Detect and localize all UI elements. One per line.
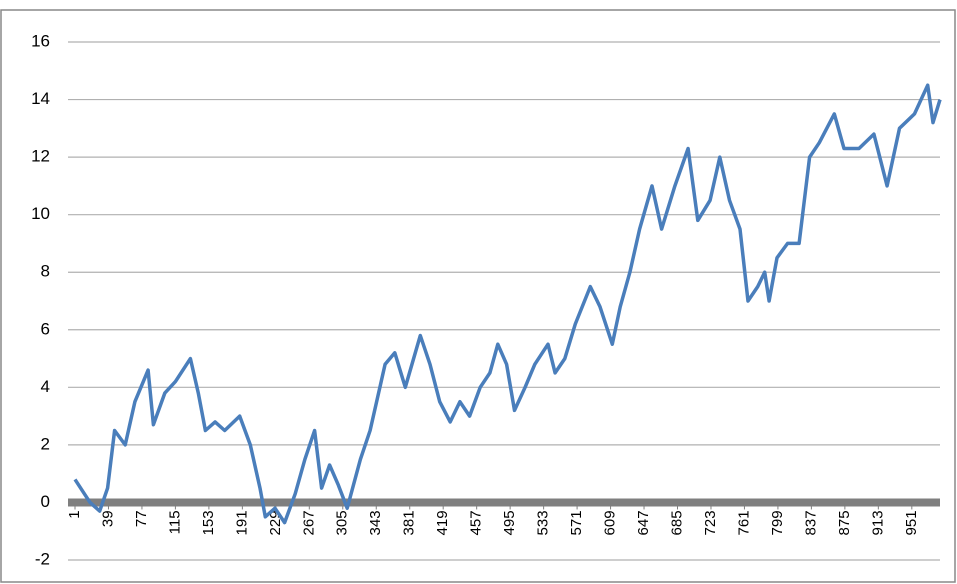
chart-frame [0,9,956,583]
y-tick-label: 4 [41,377,50,396]
x-tick-label: 343 [367,510,384,535]
data-line [73,83,942,525]
y-tick-label: 14 [31,89,50,108]
x-tick-label: 723 [702,510,719,535]
x-tick-label: 191 [233,510,250,535]
x-tick-label: 951 [903,510,920,535]
x-tick-label: 799 [769,510,786,535]
x-tick-label: 647 [635,510,652,535]
x-tick-label: 153 [200,510,217,535]
x-tick-label: 495 [501,510,518,535]
y-tick-label: 8 [41,262,50,281]
y-tick-label: 6 [41,319,50,338]
x-tick-label: 685 [668,510,685,535]
x-tick-label: 381 [401,510,418,535]
y-tick-label: 2 [41,434,50,453]
x-tick-label: 457 [468,510,485,535]
y-tick-label: 16 [31,31,50,50]
y-tick-label: 0 [41,492,50,511]
x-tick-label: 761 [735,510,752,535]
x-tick-label: 533 [535,510,552,535]
x-tick-label: 39 [99,510,116,527]
x-tick-label: 419 [434,510,451,535]
x-tick-label: 267 [300,510,317,535]
x-tick-label: 305 [334,510,351,535]
x-tick-label: 875 [836,510,853,535]
x-tick-label: 571 [568,510,585,535]
y-tick-label: -2 [35,549,50,568]
x-tick-label: 1 [66,510,83,518]
x-tick-label: 609 [602,510,619,535]
x-tick-label: 115 [166,510,183,534]
y-tick-label: 12 [31,147,50,166]
y-tick-label: 10 [31,204,50,223]
x-tick-label: 837 [802,510,819,535]
x-tick-label: 77 [133,510,150,527]
x-tick-label: 913 [869,510,886,535]
